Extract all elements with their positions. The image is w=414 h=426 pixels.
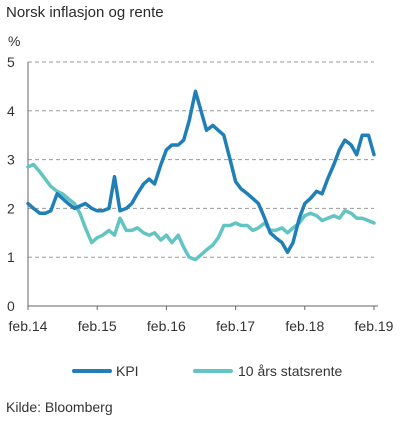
x-tick-label: feb.14 [9, 318, 48, 334]
x-tick-label: feb.16 [147, 318, 186, 334]
y-axis-unit: % [8, 33, 20, 49]
axis-labels: 0 1 2 3 4 5% feb.14 feb.15 feb.16 feb.17 feb.18 feb… [7, 33, 394, 334]
x-tick-label: feb.15 [78, 318, 117, 334]
series-line-statsrente [26, 162, 376, 262]
x-tick-label: feb.18 [285, 318, 324, 334]
chart-title: Norsk inflasjon og rente [6, 4, 164, 21]
x-tick-label: feb.19 [355, 318, 394, 334]
legend-kpi-label: KPI [116, 363, 139, 379]
legend-kpi-swatch [72, 369, 112, 373]
y-tick-label: 1 [7, 249, 15, 265]
legend-rente-label: 10 års statsrente [238, 363, 343, 379]
y-tick-label: 0 [7, 298, 15, 314]
series-line-kpi [26, 89, 376, 255]
y-tick-label: 2 [7, 200, 15, 216]
series-lines [26, 89, 376, 262]
y-tick-label: 3 [7, 152, 15, 168]
y-tick-label: 5 [7, 54, 15, 70]
axes [27, 62, 378, 310]
x-tick-label: feb.17 [216, 318, 255, 334]
y-tick-label: 4 [7, 103, 15, 119]
gridlines [28, 61, 374, 258]
legend-rente-swatch [193, 369, 233, 373]
source-note: Kilde: Bloomberg [6, 399, 113, 415]
